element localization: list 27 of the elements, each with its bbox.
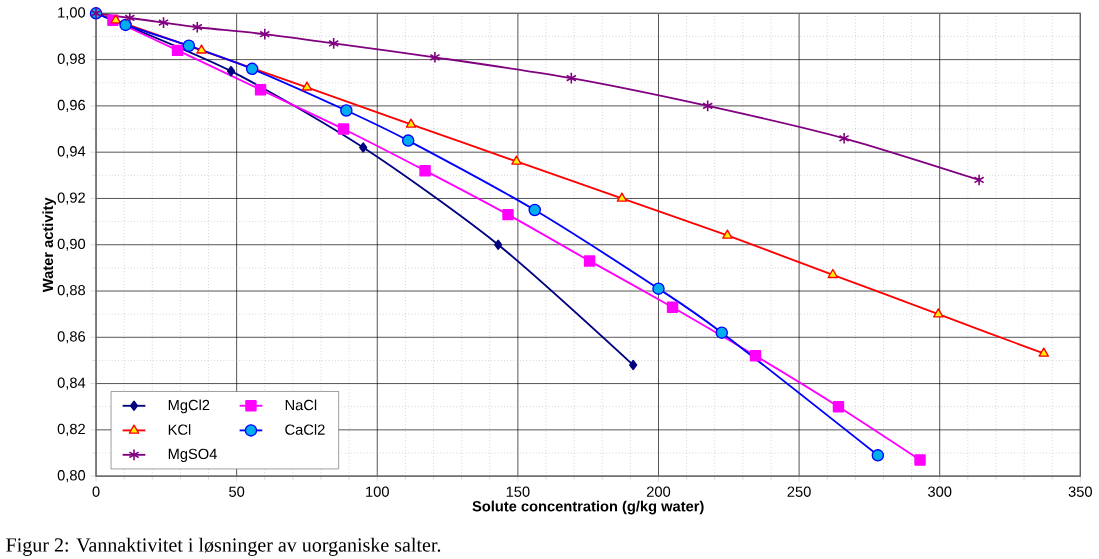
y-tick-label: 0,86	[57, 331, 86, 344]
legend-label: MgCl2	[168, 399, 210, 414]
x-tick-label: 300	[928, 486, 952, 497]
text: Figur 2: Vannaktivitet i løsninger av uorganiske salter.	[6, 537, 441, 556]
x-tick-label: 50	[229, 486, 245, 497]
x-tick-label: 250	[787, 486, 811, 497]
y-tick-label: 0,96	[57, 99, 86, 113]
y-tick-label: 0,92	[57, 192, 85, 205]
y-tick-label: 0,88	[57, 285, 86, 298]
legend-label: CaCl2	[285, 424, 325, 435]
y-tick-label: 0,82	[57, 423, 85, 436]
y-tick-label: 1,00	[58, 7, 86, 20]
x-axis-title: Solute concentration (g/kg water)	[472, 500, 704, 515]
x-tick-label: 100	[366, 486, 389, 497]
y-tick-label: 0,80	[57, 470, 86, 483]
x-tick-label: 350	[1068, 486, 1092, 497]
y-tick-label: 0,84	[57, 377, 86, 390]
x-tick-label: 200	[646, 486, 671, 497]
y-tick-label: 0,98	[57, 53, 86, 66]
y-tick-label: 0,94	[57, 146, 86, 159]
legend-label: KCl	[168, 424, 191, 435]
y-tick-label: 0,90	[57, 238, 86, 251]
legend-label: NaCl	[285, 399, 317, 411]
x-tick-label: 0	[92, 486, 100, 497]
x-tick-label: 150	[506, 486, 530, 497]
y-axis-title: Water activity	[42, 197, 56, 293]
legend-label: MgSO4	[168, 448, 217, 463]
